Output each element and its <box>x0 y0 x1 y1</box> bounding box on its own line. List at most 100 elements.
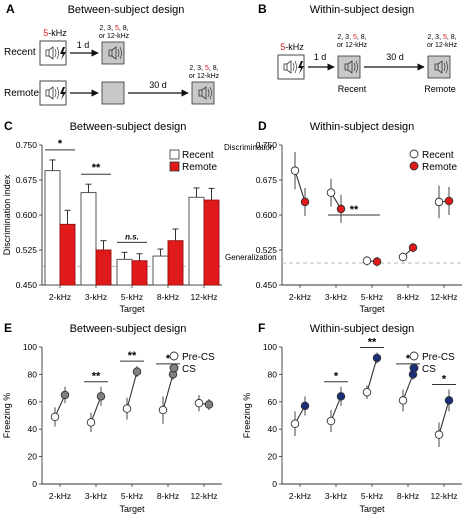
bar-recent <box>80 192 97 286</box>
x-tick-label: 2-kHz <box>49 491 71 501</box>
stage-label-remote: Remote <box>424 84 456 94</box>
x-tick-label: 2-kHz <box>289 292 311 302</box>
point-pre-cs <box>290 419 300 428</box>
significance-label: n.s. <box>125 232 139 241</box>
pair-connector <box>402 374 414 401</box>
test-tones-line2: or 12-kHz <box>99 33 130 40</box>
x-tick-label: 12-kHz <box>431 491 458 501</box>
panel-b: B Within-subject design 5-kHz 1 d 2, 3, … <box>258 2 458 94</box>
point-pre-cs <box>398 396 408 405</box>
y-tick-label: 60 <box>268 397 278 407</box>
panel-letter: A <box>6 2 15 16</box>
delay-label: 1 d <box>77 40 90 50</box>
pair-connector <box>438 400 450 435</box>
x-tick-label: 8-kHz <box>397 491 419 501</box>
test-tones-line1: 2, 3, 5, 8, <box>189 65 218 72</box>
y-tick-label: 20 <box>268 452 278 462</box>
point-cs <box>60 390 70 400</box>
legend-label: CS <box>182 364 196 375</box>
x-tick-label: 5-kHz <box>121 292 143 302</box>
point-pre-cs <box>86 418 96 427</box>
y-tick-label: 100 <box>263 342 277 352</box>
stage-label-recent: Recent <box>338 84 367 94</box>
x-tick-label: 12-kHz <box>191 292 218 302</box>
pair-connector <box>162 374 174 411</box>
x-axis-label: Target <box>119 504 145 514</box>
legend-swatch <box>409 363 419 373</box>
point-remote <box>372 257 382 266</box>
point-cs <box>300 401 310 411</box>
point-pre-cs <box>326 416 336 426</box>
y-tick-label: 0.750 <box>16 140 38 150</box>
panel-title: Within-subject design <box>310 4 415 16</box>
y-tick-label: 0.525 <box>16 245 38 255</box>
x-tick-label: 8-kHz <box>157 491 179 501</box>
point-cs <box>204 400 214 409</box>
x-axis-label: Target <box>119 304 145 314</box>
y-tick-label: 40 <box>28 424 38 434</box>
chart-title: Within-subject design <box>310 121 415 133</box>
point-cs <box>372 353 382 363</box>
pair-connector <box>126 371 138 409</box>
test-tones-line2: or 12-kHz <box>427 42 458 49</box>
significance-label: * <box>334 371 339 383</box>
y-tick-label: 0.600 <box>16 210 38 220</box>
pair-connector <box>366 357 378 393</box>
point-remote <box>336 204 346 214</box>
legend-swatch <box>169 363 179 373</box>
legend-swatch <box>169 351 179 361</box>
point-recent <box>326 188 336 197</box>
panel-a: A Between-subject design 5-kHz Recent 1 … <box>4 2 220 106</box>
y-axis-label: Freezing % <box>242 393 252 439</box>
pair-connector <box>90 396 102 423</box>
y-tick-label: 0 <box>272 479 277 489</box>
point-pre-cs <box>50 412 60 422</box>
train-tone-label: 5-kHz <box>43 28 67 38</box>
y-tick-label: 20 <box>28 452 38 462</box>
legend-label: Remote <box>422 162 457 173</box>
x-tick-label: 8-kHz <box>157 292 179 302</box>
y-tick-label: 0.600 <box>256 210 278 220</box>
pair-connector <box>294 170 306 203</box>
chart-title: Within-subject design <box>310 323 415 335</box>
point-remote <box>300 197 310 207</box>
bar-remote <box>203 199 220 286</box>
significance-label: * <box>58 138 63 150</box>
x-tick-label: 2-kHz <box>289 491 311 501</box>
legend-swatch <box>409 351 419 361</box>
point-cs <box>336 392 346 401</box>
point-pre-cs <box>362 387 372 397</box>
chart-c: C Between-subject design 0.450 0.525 0.600 0.… <box>2 119 222 314</box>
x-tick-label: 3-kHz <box>325 292 347 302</box>
significance-label: ** <box>368 336 377 348</box>
legend-label: Pre-CS <box>422 352 455 363</box>
x-tick-label: 12-kHz <box>431 292 458 302</box>
test-tones-line1: 2, 3, 5, 8, <box>99 25 128 32</box>
panel-title: Between-subject design <box>68 4 185 16</box>
significance-label: ** <box>92 162 101 174</box>
y-axis-label: Freezing % <box>2 393 12 439</box>
bar-recent <box>116 258 133 286</box>
point-recent <box>362 256 372 265</box>
bar-remote <box>131 260 148 286</box>
discrimination-label: Discrimination <box>224 143 274 152</box>
point-remote <box>444 196 454 206</box>
point-recent <box>434 197 444 207</box>
y-tick-label: 80 <box>268 369 278 379</box>
point-remote <box>408 243 418 252</box>
x-axis-label: Target <box>359 504 385 514</box>
chart-f: F Within-subject design 0 20 40 60 80 100 2-kHz 3… <box>242 321 462 514</box>
legend-swatch <box>409 161 419 171</box>
test-box <box>101 41 125 65</box>
legend-label: Remote <box>182 162 217 173</box>
panel-letter: F <box>258 321 265 335</box>
test-box <box>427 55 451 79</box>
delay-label: 1 d <box>314 52 327 62</box>
chart-d: D Within-subject design 0.450 0.525 0.600 0.6… <box>224 119 462 314</box>
point-pre-cs <box>122 404 132 413</box>
bar-remote <box>59 223 76 286</box>
x-tick-label: 5-kHz <box>361 491 383 501</box>
significance-label: ** <box>128 350 137 362</box>
point-recent <box>398 252 408 262</box>
chart-title: Between-subject design <box>70 323 187 335</box>
